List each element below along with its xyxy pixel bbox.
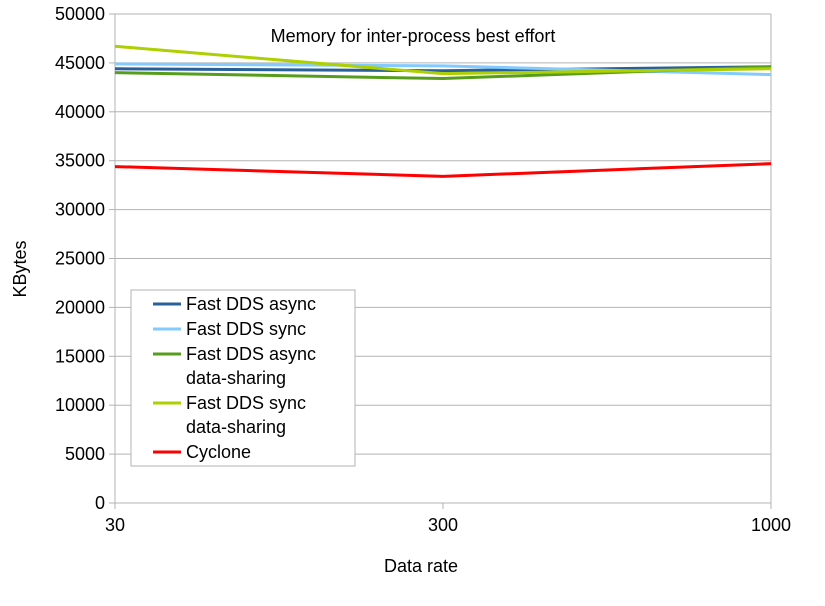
y-tick-label: 45000 — [55, 53, 105, 73]
legend-label: Fast DDS async — [186, 294, 316, 314]
legend-label: Cyclone — [186, 442, 251, 462]
y-tick-label: 35000 — [55, 151, 105, 171]
y-tick-label: 10000 — [55, 395, 105, 415]
x-axis-title: Data rate — [384, 556, 458, 576]
y-tick-label: 5000 — [65, 444, 105, 464]
legend-box — [130, 289, 356, 467]
legend-label: Fast DDS async — [186, 344, 316, 364]
legend-label: Fast DDS sync — [186, 319, 306, 339]
legend-label: data-sharing — [186, 417, 286, 437]
legend: Fast DDS async Fast DDS sync Fast DDS asyn… — [130, 289, 356, 467]
chart-title: Memory for inter-process best effort — [271, 26, 556, 46]
y-tick-label: 25000 — [55, 249, 105, 269]
axis-layer: 0 5000 10000 15000 20000 25000 30000 35000 40000… — [55, 4, 791, 535]
y-tick-label: 20000 — [55, 297, 105, 317]
y-tick-label: 0 — [95, 493, 105, 513]
legend-label: data-sharing — [186, 368, 286, 388]
y-tick-label: 40000 — [55, 102, 105, 122]
y-axis-title: KBytes — [10, 240, 30, 297]
x-tick-label: 30 — [105, 515, 125, 535]
series-layer — [114, 44, 772, 178]
x-tick-label: 1000 — [751, 515, 791, 535]
y-tick-label: 50000 — [55, 4, 105, 24]
legend-label: Fast DDS sync — [186, 393, 306, 413]
series-line-0 — [114, 65, 772, 73]
y-tick-label: 15000 — [55, 346, 105, 366]
series-line-4 — [114, 162, 772, 178]
series-line-3 — [114, 44, 772, 76]
x-tick-label: 300 — [428, 515, 458, 535]
y-tick-label: 30000 — [55, 200, 105, 220]
